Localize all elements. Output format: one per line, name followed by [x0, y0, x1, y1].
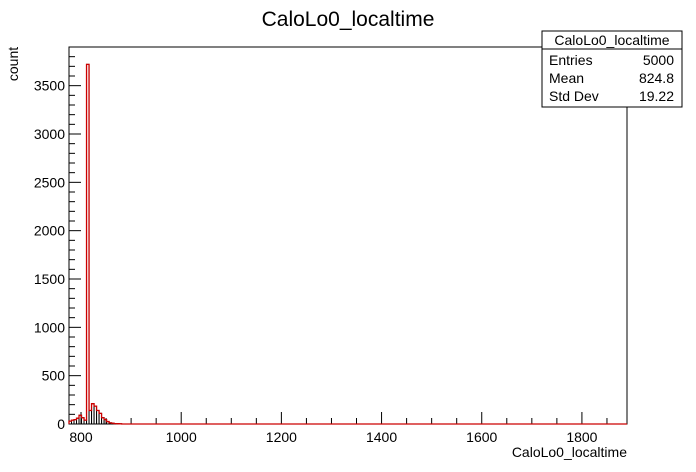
stats-mean-value: 824.8 — [639, 70, 674, 86]
stats-entries-value: 5000 — [643, 52, 674, 68]
chart-title: CaloLo0_localtime — [262, 8, 435, 31]
y-tick-label: 2500 — [34, 174, 65, 190]
histogram-bins — [68, 63, 627, 425]
stats-stddev-label: Std Dev — [549, 88, 599, 104]
stats-box-frame — [541, 30, 683, 108]
x-tick-label: 1800 — [566, 429, 597, 445]
x-tick-label: 1000 — [166, 429, 197, 445]
stats-mean-label: Mean — [549, 70, 584, 86]
y-tick-label: 0 — [57, 416, 65, 432]
stats-stddev-value: 19.22 — [639, 88, 674, 104]
x-axis: 800 1000 1200 1400 1600 1800 — [69, 412, 608, 445]
x-tick-label: 1400 — [366, 429, 397, 445]
x-tick-label: 1600 — [466, 429, 497, 445]
x-axis-label: CaloLo0_localtime — [512, 444, 627, 460]
histogram-step-line — [68, 63, 627, 425]
x-tick-label: 800 — [69, 429, 93, 445]
stats-entries-label: Entries — [549, 52, 593, 68]
y-axis: 0 500 1000 1500 2000 2500 3000 3500 — [34, 56, 81, 432]
y-tick-label: 3000 — [34, 126, 65, 142]
y-axis-label: count — [5, 47, 21, 81]
y-tick-label: 2000 — [34, 223, 65, 239]
stats-box: CaloLo0_localtime Entries 5000 Mean 824.… — [541, 30, 683, 108]
y-tick-label: 500 — [42, 368, 66, 384]
y-tick-label: 3500 — [34, 78, 65, 94]
y-tick-label: 1500 — [34, 271, 65, 287]
plot-frame — [68, 46, 628, 425]
stats-box-title: CaloLo0_localtime — [554, 32, 669, 48]
plot-area — [68, 46, 628, 425]
y-tick-label: 1000 — [34, 319, 65, 335]
x-tick-label: 1200 — [266, 429, 297, 445]
